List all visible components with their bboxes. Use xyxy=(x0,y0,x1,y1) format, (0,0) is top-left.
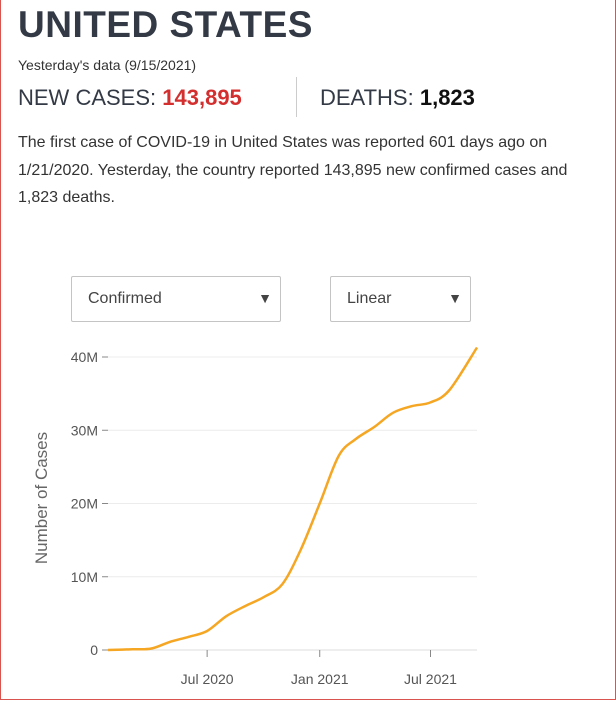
stats-divider xyxy=(296,77,297,117)
triangle-down-icon: ▼ xyxy=(448,290,462,306)
scale-select-value: Linear xyxy=(347,290,392,307)
deaths-label: DEATHS: xyxy=(320,85,414,110)
metric-select-value: Confirmed xyxy=(88,290,162,307)
y-tick-label: 40M xyxy=(71,349,98,365)
metric-select[interactable]: Confirmed ▼ xyxy=(71,276,281,322)
data-date-note: Yesterday's data (9/15/2021) xyxy=(18,57,197,73)
x-tick-label: Jan 2021 xyxy=(291,671,349,687)
new-cases-value: 143,895 xyxy=(162,85,242,110)
x-tick-label: Jul 2020 xyxy=(181,671,234,687)
y-axis: 0 10M 20M 30M 40M xyxy=(71,349,108,658)
new-cases-label: NEW CASES: xyxy=(18,85,157,110)
scale-select[interactable]: Linear ▼ xyxy=(330,276,471,322)
new-cases-stat: NEW CASES: 143,895 xyxy=(18,85,242,111)
confirmed-cases-line xyxy=(107,346,479,652)
triangle-down-icon: ▼ xyxy=(258,290,272,306)
country-title: UNITED STATES xyxy=(18,4,313,45)
summary-text: The first case of COVID-19 in United Sta… xyxy=(18,129,608,212)
cases-line-chart: 0 10M 20M 30M 40M Jul 2020 Jan 2021 Jul 2021 xyxy=(71,346,479,687)
stats-row: NEW CASES: 143,895 DEATHS: 1,823 xyxy=(18,77,578,117)
y-tick-label: 30M xyxy=(71,422,98,438)
summary-part-1: The first case of xyxy=(18,134,137,151)
x-tick-label: Jul 2021 xyxy=(404,671,457,687)
x-axis: Jul 2020 Jan 2021 Jul 2021 xyxy=(181,650,457,687)
summary-part-2: in United States was reported 601 days a… xyxy=(18,134,568,206)
deaths-value: 1,823 xyxy=(419,85,475,110)
chart-grid xyxy=(108,356,477,651)
covid-term: COVID-19 xyxy=(136,134,211,151)
y-tick-label: 0 xyxy=(90,642,98,658)
deaths-stat: DEATHS: 1,823 xyxy=(320,85,475,111)
y-tick-label: 10M xyxy=(71,569,98,585)
y-tick-label: 20M xyxy=(71,496,98,512)
